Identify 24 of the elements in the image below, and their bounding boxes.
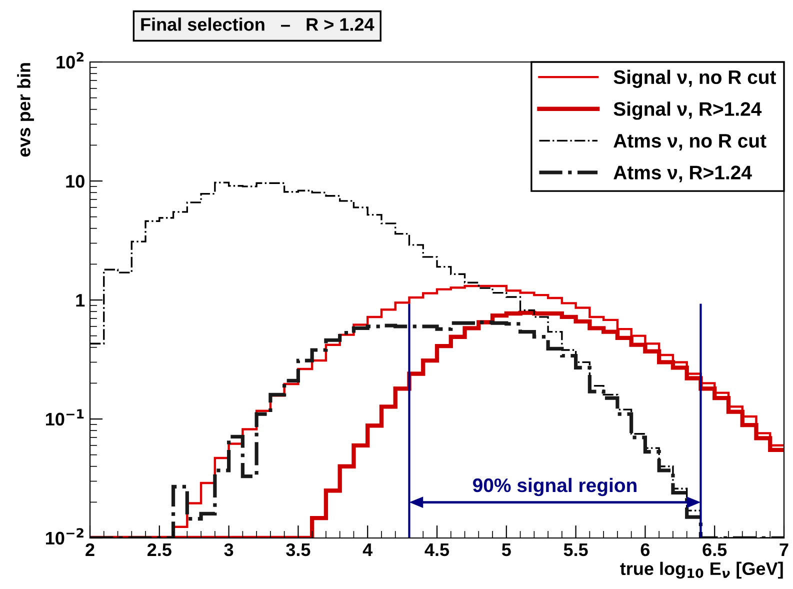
x-tick-label: 5.5 xyxy=(564,544,588,556)
x-tick-label: 3 xyxy=(224,543,234,556)
annotation: 90% signal region xyxy=(472,478,636,496)
legend-label: Signal ν, R>1.24 xyxy=(614,102,762,120)
y-tick-label: 10 xyxy=(66,174,84,188)
x-axis-title: true log$_{10}$ E$_{ν}$ [GeV] xyxy=(620,562,783,579)
y-tick-label: 10$^{2}$ xyxy=(56,52,84,69)
y-tick-label: 10$^{−2}$ xyxy=(46,528,84,545)
legend-label: Atms ν, no R cut xyxy=(614,134,766,151)
y-axis-title: evs per bin xyxy=(17,63,34,157)
chart-title: Final selection – R > 1.24 xyxy=(141,18,374,31)
x-tick-label: 4.5 xyxy=(424,544,450,556)
x-tick-label: 3.5 xyxy=(286,543,310,556)
x-tick-label: 6 xyxy=(640,543,650,556)
legend-label: Signal ν, no R cut xyxy=(614,70,776,88)
y-tick-label: 10$^{−1}$ xyxy=(46,409,84,426)
y-tick-label: 1 xyxy=(76,294,85,307)
x-tick-label: 5 xyxy=(502,544,511,556)
x-tick-label: 6.5 xyxy=(702,543,727,556)
x-tick-label: 2.5 xyxy=(147,543,172,556)
legend-label: Atms ν, R>1.24 xyxy=(614,166,752,182)
x-tick-label: 2 xyxy=(86,543,94,556)
x-tick-label: 7 xyxy=(780,544,788,556)
x-tick-label: 4 xyxy=(362,544,373,556)
